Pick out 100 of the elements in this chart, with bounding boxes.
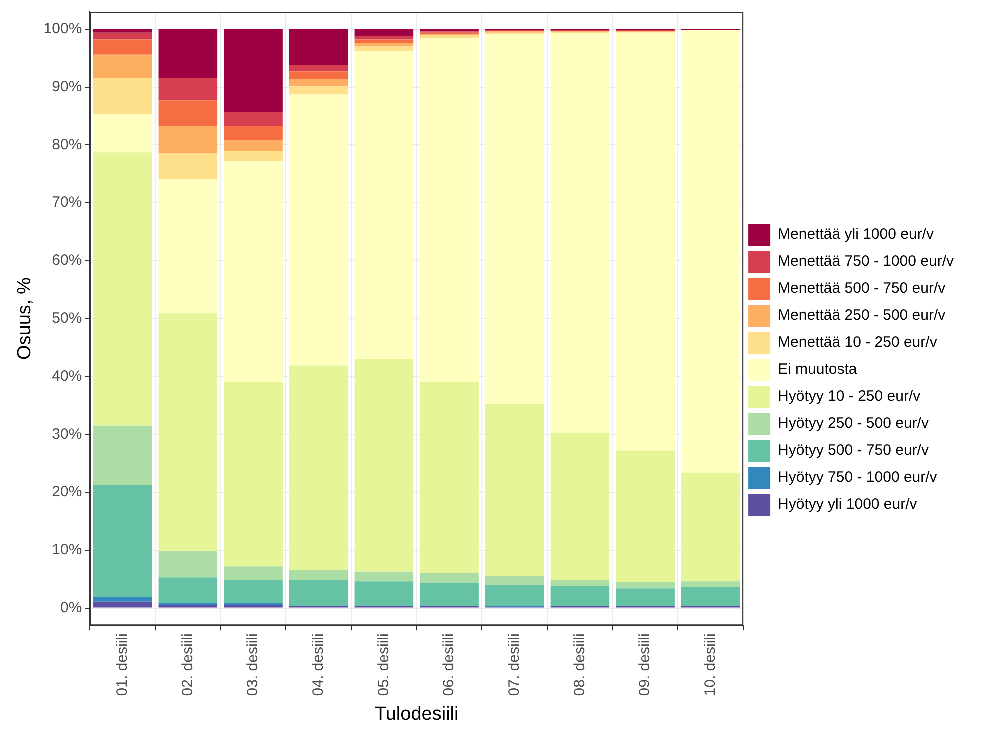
bar bbox=[289, 366, 348, 570]
bar bbox=[93, 40, 152, 55]
bar bbox=[616, 582, 675, 589]
bar bbox=[93, 602, 152, 608]
bar bbox=[681, 472, 740, 582]
bar bbox=[93, 597, 152, 602]
bar bbox=[158, 578, 218, 604]
legend-label: Menettää 10 - 250 eur/v bbox=[778, 334, 938, 352]
bar bbox=[616, 450, 675, 582]
y-tick-label: 60% bbox=[52, 252, 82, 270]
bar bbox=[224, 150, 283, 162]
bar bbox=[158, 314, 218, 551]
bar bbox=[354, 359, 414, 572]
y-tick-label: 80% bbox=[52, 136, 82, 154]
bar bbox=[158, 78, 218, 101]
bar bbox=[681, 587, 740, 606]
bar bbox=[93, 32, 152, 40]
bar bbox=[93, 152, 152, 426]
bar bbox=[158, 126, 218, 154]
legend-label: Ei muutosta bbox=[778, 361, 858, 378]
bar bbox=[420, 582, 479, 606]
bar bbox=[93, 484, 152, 598]
bar bbox=[681, 30, 740, 473]
bar bbox=[93, 54, 152, 78]
bar bbox=[158, 29, 218, 78]
bar bbox=[420, 382, 479, 573]
bar bbox=[616, 32, 675, 451]
legend-label: Menettää 750 - 1000 eur/v bbox=[778, 253, 954, 270]
bar bbox=[224, 126, 283, 140]
x-tick-label: 06. desiili bbox=[440, 634, 458, 696]
bar bbox=[550, 580, 610, 586]
bar bbox=[224, 580, 283, 604]
bar bbox=[550, 33, 610, 433]
bar bbox=[93, 114, 152, 153]
bar bbox=[485, 576, 544, 586]
x-tick-label: 10. desiili bbox=[702, 634, 720, 696]
bar bbox=[616, 588, 675, 606]
bar bbox=[224, 605, 283, 608]
bar bbox=[289, 79, 348, 87]
y-tick-label: 0% bbox=[60, 599, 82, 616]
bar bbox=[158, 550, 218, 578]
legend-label: Menettää 500 - 750 eur/v bbox=[778, 280, 946, 298]
bar bbox=[289, 86, 348, 95]
legend-label: Menettää yli 1000 eur/v bbox=[778, 226, 934, 244]
legend-label: Hyötyy 500 - 750 eur/v bbox=[778, 442, 930, 460]
x-tick-label: 03. desiili bbox=[244, 634, 262, 696]
bar bbox=[224, 566, 283, 581]
bar bbox=[224, 112, 283, 126]
bar bbox=[354, 572, 414, 582]
bar bbox=[224, 29, 283, 112]
bar bbox=[289, 94, 348, 366]
y-axis-title: Osuus, % bbox=[14, 278, 36, 360]
y-tick-label: 30% bbox=[52, 426, 82, 443]
bar bbox=[550, 586, 610, 606]
bar bbox=[158, 605, 218, 608]
bar bbox=[354, 46, 414, 52]
y-tick-label: 20% bbox=[52, 484, 82, 501]
bar bbox=[158, 179, 218, 314]
bar bbox=[354, 582, 414, 606]
x-tick-label: 05. desiili bbox=[375, 634, 392, 696]
x-tick-label: 08. desiili bbox=[571, 634, 588, 696]
x-axis-title: Tulodesiili bbox=[374, 704, 459, 725]
bar bbox=[224, 140, 283, 151]
bar bbox=[224, 161, 283, 383]
legend-label: Hyötyy 250 - 500 eur/v bbox=[778, 415, 930, 432]
bar bbox=[158, 153, 218, 180]
bar bbox=[354, 36, 414, 40]
legend-label: Menettää 250 - 500 eur/v bbox=[778, 307, 946, 324]
bar bbox=[485, 404, 544, 576]
bar bbox=[354, 29, 414, 36]
bar bbox=[289, 65, 348, 72]
bar bbox=[224, 382, 283, 567]
bar bbox=[485, 585, 544, 606]
bar bbox=[420, 572, 479, 583]
bar bbox=[93, 29, 152, 33]
y-tick-label: 50% bbox=[52, 310, 82, 327]
y-tick-label: 40% bbox=[52, 368, 82, 385]
bar bbox=[93, 78, 152, 114]
bar bbox=[420, 38, 479, 383]
y-tick-label: 10% bbox=[52, 542, 82, 559]
x-tick-label: 01. desiili bbox=[114, 634, 131, 696]
bar bbox=[289, 570, 348, 581]
y-tick-label: 70% bbox=[52, 194, 82, 212]
bar bbox=[289, 580, 348, 606]
bar bbox=[158, 100, 218, 126]
x-tick-label: 02. desiili bbox=[179, 634, 196, 696]
bar bbox=[289, 72, 348, 80]
bar bbox=[485, 34, 544, 405]
x-tick-label: 07. desiili bbox=[506, 634, 524, 696]
y-tick-label: 100% bbox=[44, 20, 82, 38]
bar bbox=[289, 29, 348, 66]
legend-label: Hyötyy 10 - 250 eur/v bbox=[778, 388, 922, 406]
x-tick-label: 04. desiili bbox=[310, 634, 327, 696]
bar bbox=[354, 51, 414, 360]
bar bbox=[550, 432, 610, 581]
legend-label: Hyötyy 750 - 1000 eur/v bbox=[778, 469, 938, 486]
x-tick-label: 09. desiili bbox=[636, 634, 654, 696]
bar bbox=[354, 40, 414, 44]
bar bbox=[420, 36, 479, 38]
y-tick-label: 90% bbox=[52, 78, 82, 96]
